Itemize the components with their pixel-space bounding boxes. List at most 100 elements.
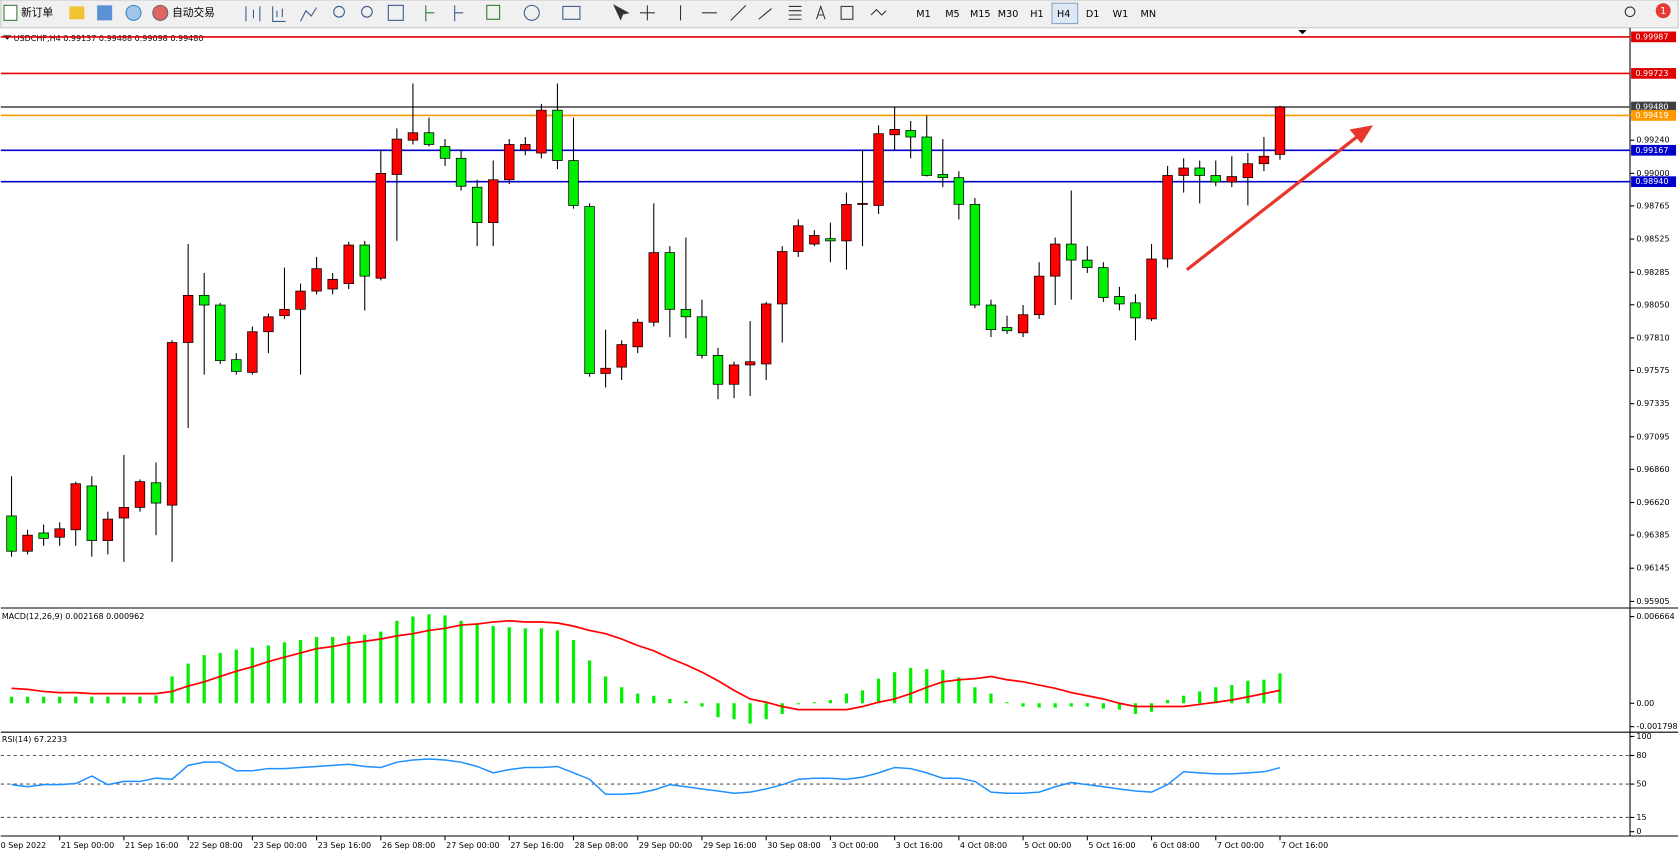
toolbar-bg: [0, 0, 1679, 29]
macd-bar: [427, 614, 431, 704]
macd-bar: [523, 628, 527, 704]
macd-bar: [411, 616, 415, 704]
macd-bar: [202, 655, 206, 704]
macd-bar: [218, 652, 222, 704]
icon[interactable]: [613, 4, 630, 21]
y-tick-label: 0.98765: [1636, 201, 1669, 210]
candle-body: [616, 344, 627, 368]
macd-bar: [1278, 673, 1282, 704]
y-tick-label: 0.97335: [1636, 399, 1669, 408]
timeframe-button[interactable]: D1: [1086, 9, 1100, 20]
macd-bar: [941, 670, 945, 704]
y-tick-label: 0.98525: [1636, 235, 1669, 244]
icon[interactable]: [361, 5, 373, 18]
icon[interactable]: [788, 5, 802, 20]
candle-body: [215, 304, 226, 362]
candle-body: [744, 361, 756, 366]
arrow-shaft: [1185, 134, 1360, 272]
candle-body: [166, 342, 178, 506]
icon[interactable]: [245, 6, 261, 22]
icon[interactable]: [454, 5, 464, 22]
candle-body: [696, 316, 708, 356]
icon[interactable]: [840, 5, 854, 20]
macd-bar: [732, 703, 736, 720]
level-label-box: [1631, 101, 1677, 113]
y-tick-label: 0.99240: [1636, 136, 1669, 145]
macd-bar: [764, 703, 768, 720]
level-label: 0.99987: [1635, 32, 1668, 41]
icon[interactable]: [387, 4, 404, 21]
new-order-button[interactable]: 新订单: [3, 4, 54, 21]
x-tick-label: 29 Sep 16:00: [703, 841, 757, 850]
y-tick-label: 0.97575: [1636, 366, 1669, 375]
icon[interactable]: [870, 8, 887, 16]
candle-body: [760, 303, 772, 365]
timeframe-button[interactable]: M30: [998, 9, 1019, 20]
level-label: 0.99480: [1635, 103, 1668, 112]
icon[interactable]: [815, 4, 826, 20]
icon[interactable]: [97, 5, 113, 21]
icon: [3, 4, 18, 21]
macd-bar: [106, 696, 110, 704]
macd-bar: [314, 636, 319, 704]
candle-body: [134, 481, 146, 508]
icon[interactable]: [125, 4, 142, 21]
timeframe-button[interactable]: M5: [945, 9, 959, 20]
macd-bar: [9, 696, 14, 704]
x-tick-label: 5 Oct 00:00: [1024, 841, 1071, 850]
icon[interactable]: [1624, 6, 1636, 18]
icon[interactable]: [272, 6, 286, 22]
macd-bar: [844, 693, 849, 704]
y-tick-label: 0.97810: [1636, 333, 1669, 342]
y-tick-label: 15: [1636, 813, 1646, 822]
macd-bar: [25, 696, 30, 704]
macd-bar: [1053, 703, 1057, 708]
timeframe-button[interactable]: MN: [1141, 9, 1157, 20]
icon[interactable]: [69, 6, 85, 20]
timeframe-button[interactable]: H1: [1030, 9, 1043, 20]
x-tick-label: 5 Oct 16:00: [1088, 841, 1135, 850]
macd-bar: [282, 642, 287, 704]
macd-bar: [860, 690, 865, 704]
macd-bar: [909, 667, 913, 704]
macd-bar: [347, 635, 351, 704]
icon[interactable]: [680, 4, 772, 21]
timeframe-button[interactable]: H4: [1057, 9, 1070, 20]
x-tick-label: 21 Sep 00:00: [61, 841, 115, 850]
macd-bar: [1214, 687, 1218, 704]
panel-title: RSI(14) 67.2233: [2, 735, 67, 744]
timeframe-button[interactable]: M1: [916, 9, 930, 20]
candle-body: [552, 109, 563, 161]
y-tick-label: 100: [1636, 732, 1651, 741]
y-tick-label: -0.001798: [1636, 722, 1677, 731]
candle-body: [279, 308, 290, 317]
icon[interactable]: [639, 5, 655, 21]
notification-count: 1: [1660, 6, 1666, 17]
icon[interactable]: [523, 4, 540, 21]
timeframe-button[interactable]: W1: [1113, 9, 1129, 20]
macd-bar: [604, 676, 608, 704]
candle-body: [102, 518, 114, 541]
icon[interactable]: [562, 5, 581, 20]
icon[interactable]: [486, 4, 501, 20]
macd-bar: [443, 615, 447, 704]
icon[interactable]: [333, 5, 345, 18]
arrow-head: [1349, 125, 1374, 144]
candle-body: [1226, 176, 1238, 183]
macd-bar: [1133, 703, 1138, 714]
timeframe-button[interactable]: M15: [970, 9, 991, 20]
icon[interactable]: [300, 7, 318, 22]
y-tick-label: 0.99000: [1636, 169, 1669, 178]
candle-body: [6, 515, 17, 552]
trend-arrow: [1185, 125, 1374, 272]
macd-bar: [234, 649, 238, 704]
macd-bar: [138, 696, 142, 704]
notification-badge[interactable]: [1655, 3, 1671, 19]
candle-body: [327, 278, 338, 290]
plot: 0.99240 0.99000 0.98765 0.98525 0.98285 0.980…: [0, 31, 1678, 850]
level-label: 0.99419: [1635, 111, 1668, 120]
candle-body: [648, 252, 659, 323]
icon[interactable]: [425, 5, 435, 22]
auto-trading-button[interactable]: 自动交易: [152, 4, 215, 21]
